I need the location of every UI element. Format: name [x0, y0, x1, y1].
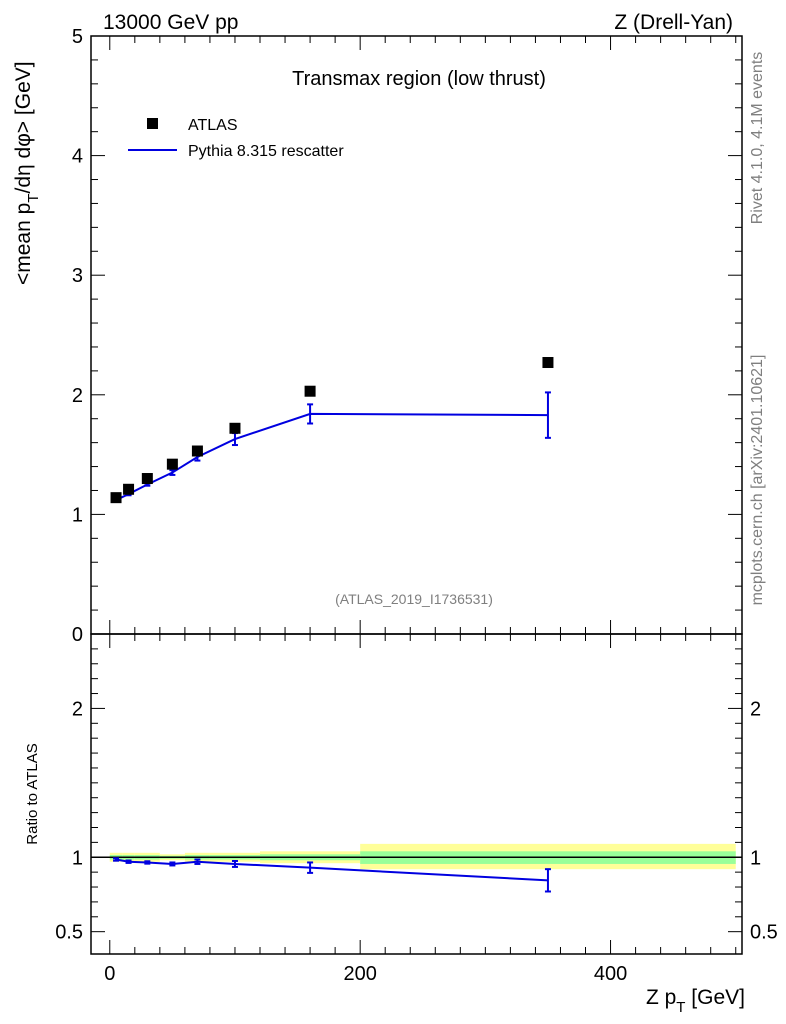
legend: ATLAS Pythia 8.315 rescatter: [128, 117, 344, 160]
ratio-frame: [90, 633, 743, 955]
ratio-bands: [91, 843, 742, 870]
atlas-point: [191, 445, 203, 457]
main-ytick-label: 5: [72, 26, 83, 48]
atlas-point: [542, 357, 554, 369]
atlas-point: [123, 483, 135, 495]
pythia-line: [115, 412, 548, 501]
header-left: 13000 GeV pp: [103, 11, 238, 34]
ratio-ytick-label-right: 2: [750, 698, 761, 720]
ratio-ticks: 0.5 0.5 1 1 2 2 0 200 400: [55, 634, 778, 985]
main-ylabel-part1: <mean p: [12, 203, 35, 285]
main-ytick-label: 1: [72, 504, 83, 526]
header-right: Z (Drell-Yan): [614, 11, 733, 34]
main-ytick-label: 4: [72, 146, 83, 168]
legend-pythia-label: Pythia 8.315 rescatter: [188, 143, 344, 160]
ratio-pythia-line: [115, 858, 549, 882]
rivet-label: Rivet 4.1.0, 4.1M events: [749, 52, 766, 225]
xtick-label: 400: [594, 963, 627, 985]
legend-atlas-marker: [147, 118, 158, 129]
ratio-ytick-label-left: 2: [72, 698, 83, 720]
atlas-point: [110, 492, 122, 504]
main-ylabel-sub: T: [25, 194, 42, 203]
ratio-data: [113, 857, 551, 893]
atlas-point: [229, 422, 241, 434]
mcplots-label: mcplots.cern.ch [arXiv:2401.10621]: [749, 355, 766, 606]
main-panel: Transmax region (low thrust) (ATLAS_2019…: [72, 26, 743, 646]
main-ytick-label: 3: [72, 265, 83, 287]
atlas-point: [141, 473, 153, 485]
ratio-ytick-label-right: 0.5: [750, 922, 778, 944]
xlabel-part2: [GeV]: [685, 986, 745, 1009]
main-ylabel-part2: /dη dφ> [GeV]: [12, 61, 35, 193]
xtick-label: 200: [343, 963, 376, 985]
main-ylabel: <mean pT/dη dφ> [GeV]: [12, 61, 42, 285]
ratio-ytick-label-left: 1: [72, 847, 83, 869]
main-title: Transmax region (low thrust): [292, 68, 546, 90]
atlas-point: [304, 385, 316, 397]
main-ticks: 0 1 2 3 4 5: [72, 26, 742, 646]
ratio-ylabel: Ratio to ATLAS: [24, 743, 41, 844]
ratio-ytick-label-right: 1: [750, 847, 761, 869]
xtick-label: 0: [104, 963, 115, 985]
x-axis-label: Z pT [GeV]: [646, 986, 745, 1016]
xlabel-part1: Z p: [646, 986, 676, 1009]
xlabel-sub: T: [676, 999, 685, 1016]
main-ytick-label: 0: [72, 624, 83, 646]
atlas-point: [166, 458, 178, 470]
main-ytick-label: 2: [72, 385, 83, 407]
ratio-ytick-label-left: 0.5: [55, 922, 83, 944]
watermark: (ATLAS_2019_I1736531): [335, 591, 493, 607]
main-data: [110, 357, 554, 504]
legend-atlas-label: ATLAS: [188, 117, 238, 134]
ratio-panel: 0.5 0.5 1 1 2 2 0 200 400: [55, 633, 778, 985]
